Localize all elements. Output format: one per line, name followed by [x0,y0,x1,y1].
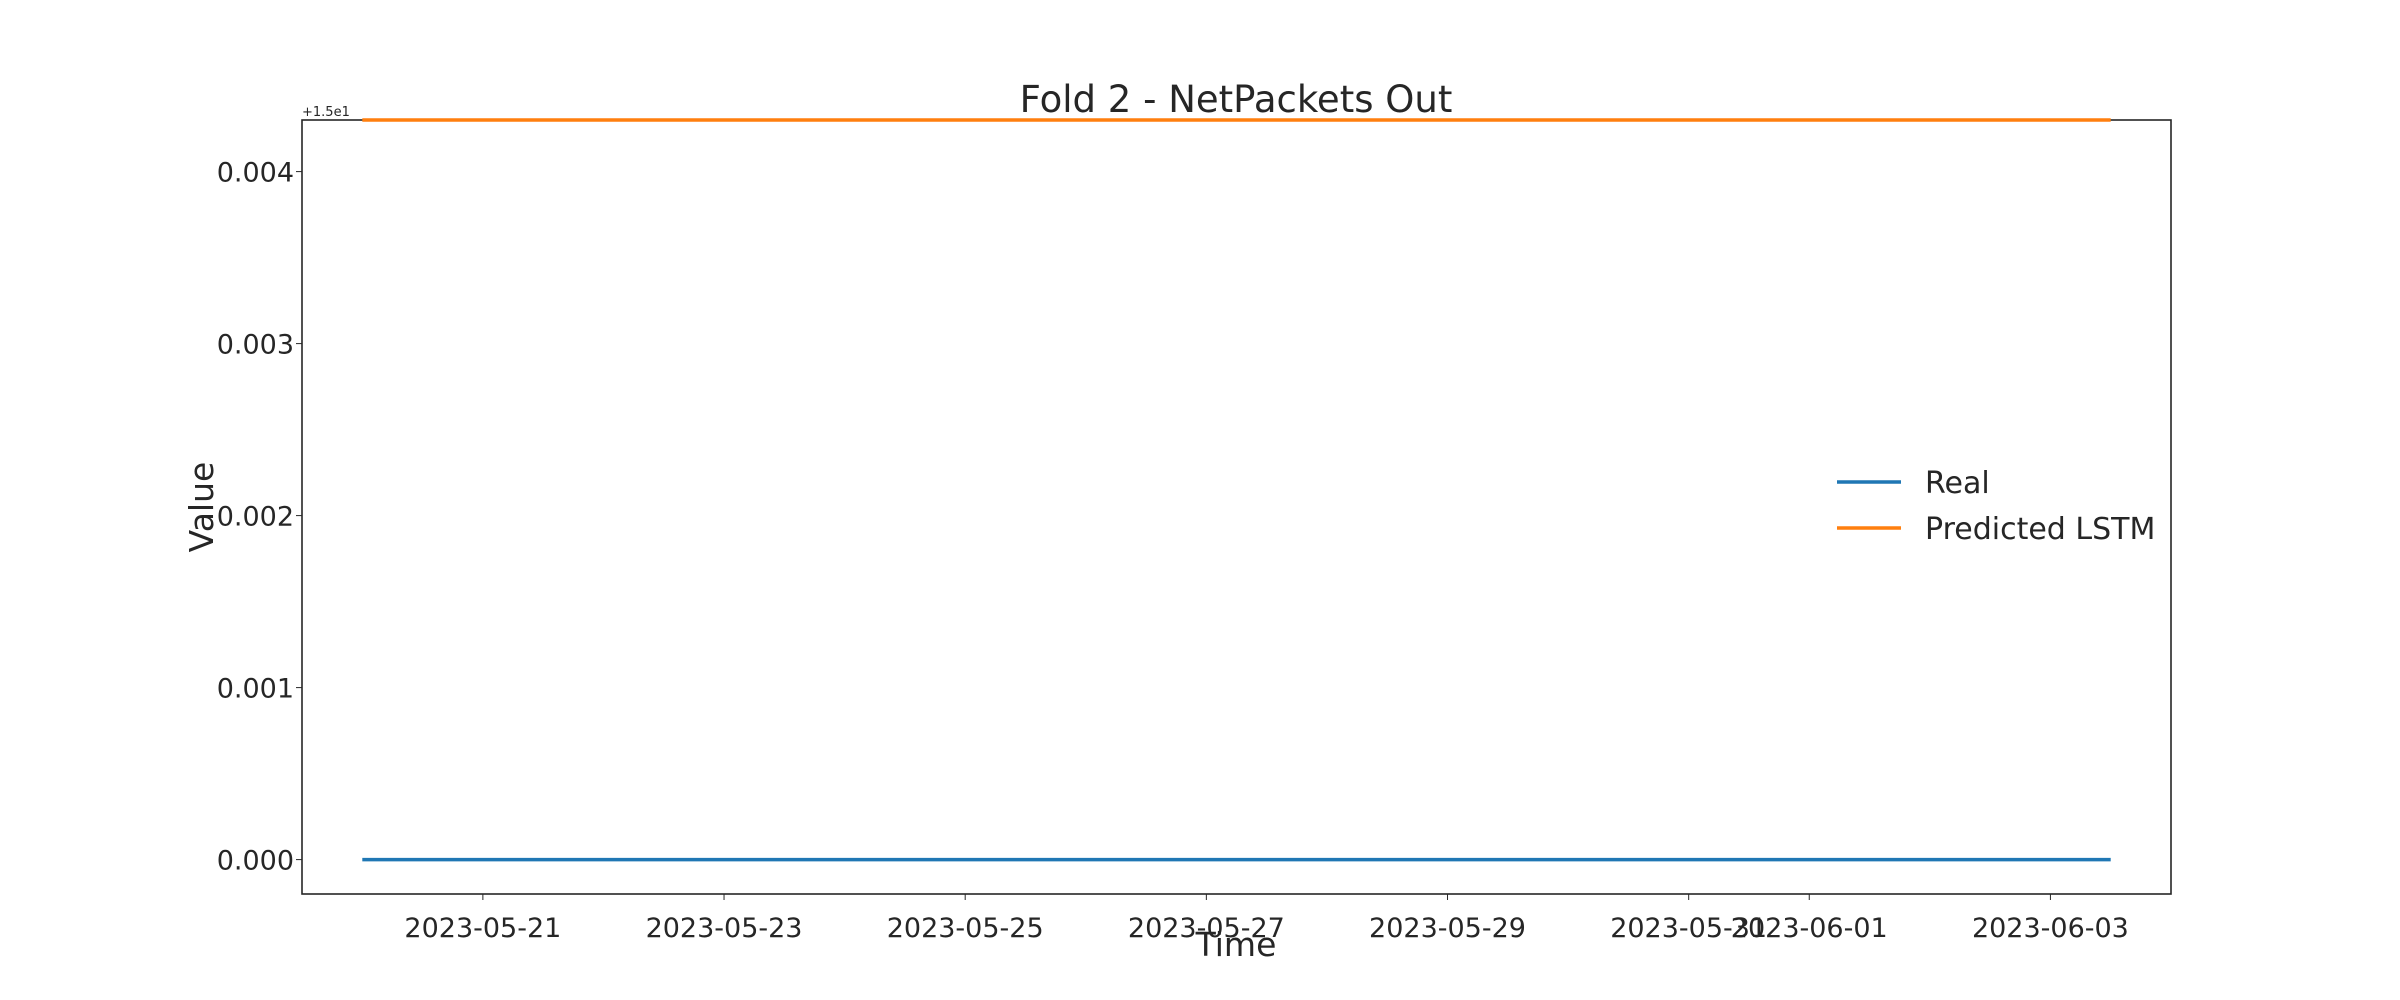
y-tick-label: 0.004 [217,158,294,189]
x-tick-label: 2023-05-31 [1610,913,1767,944]
y-tick-label: 0.001 [217,674,294,705]
x-axis-ticks: 2023-05-21 2023-05-23 2023-05-25 2023-05-27… [404,894,2129,944]
series-layer [362,118,2111,862]
y-axis-offset-label: +1.5e1 [302,105,350,120]
legend-label-real: Real [1925,466,1990,501]
y-axis-ticks: 0.000 0.001 0.002 0.003 0.004 [217,158,302,877]
x-tick-label: 2023-05-21 [404,913,561,944]
x-tick-label: 2023-05-29 [1369,913,1526,944]
legend: Real Predicted LSTM [1837,466,2155,547]
chart-title: Fold 2 - NetPackets Out [1020,78,1453,121]
x-tick-label: 2023-05-27 [1128,913,1285,944]
y-axis-label: Value [182,462,221,553]
y-tick-label: 0.000 [217,846,294,877]
x-tick-label: 2023-06-03 [1972,913,2129,944]
legend-label-predicted-lstm: Predicted LSTM [1925,512,2155,547]
x-tick-label: 2023-06-01 [1731,913,1888,944]
y-tick-label: 0.002 [217,502,294,533]
plot-area-frame [301,119,2172,895]
x-axis-label: Time [1195,925,1277,964]
y-tick-label: 0.003 [217,330,294,361]
x-tick-label: 2023-05-25 [887,913,1044,944]
x-tick-label: 2023-05-23 [646,913,803,944]
